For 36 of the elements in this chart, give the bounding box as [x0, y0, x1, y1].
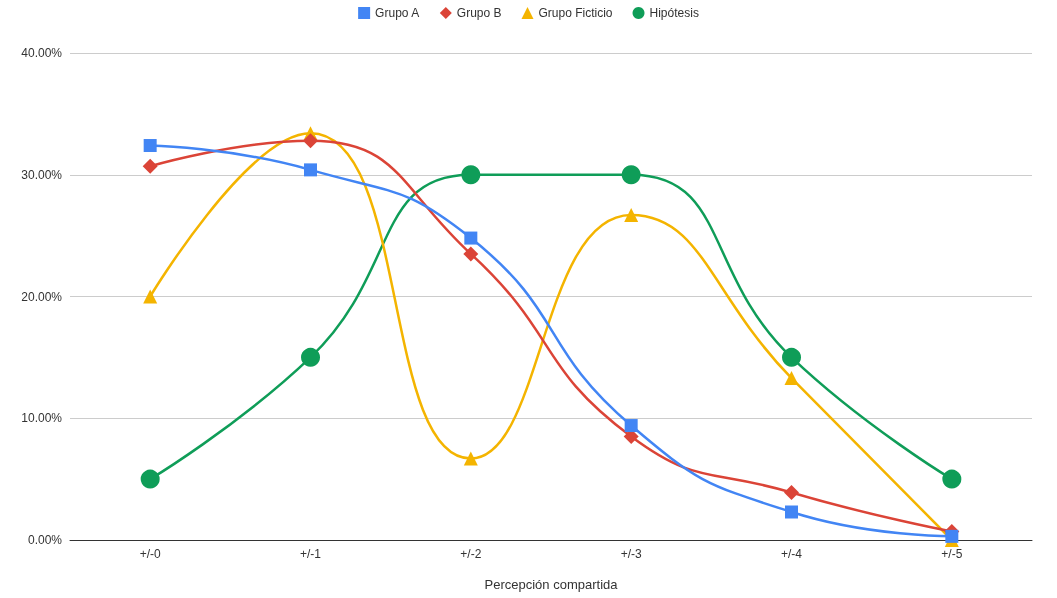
y-tick-label: 0.00% — [27, 533, 63, 547]
point — [782, 347, 801, 367]
x-tick-label: +/-2 — [460, 547, 482, 561]
x-tick-label: +/-5 — [941, 547, 963, 561]
legend-label: Grupo A — [375, 6, 420, 20]
point — [461, 165, 481, 185]
point — [624, 207, 639, 222]
legend-label: Hipótesis — [649, 6, 699, 20]
point — [785, 505, 798, 519]
legend-label: Grupo B — [456, 6, 502, 20]
x-tick-label: +/-0 — [139, 547, 161, 561]
x-tick-label: +/-1 — [299, 547, 322, 561]
point — [463, 246, 479, 262]
point — [784, 485, 799, 501]
point — [464, 231, 478, 245]
y-tick-label: 10.00% — [21, 411, 63, 426]
point — [143, 139, 157, 153]
point — [143, 289, 158, 304]
x-tick-label: +/-4 — [780, 547, 803, 561]
x-axis-title: Percepción compartida — [484, 577, 619, 592]
point — [621, 165, 641, 185]
point — [140, 469, 160, 489]
y-tick-label: 30.00% — [21, 167, 63, 182]
point — [303, 133, 318, 149]
point — [142, 158, 158, 174]
legend-label: Grupo Ficticio — [538, 6, 613, 20]
point — [301, 347, 320, 367]
point — [945, 529, 959, 543]
point — [942, 469, 962, 489]
point — [624, 419, 638, 433]
x-tick-label: +/-3 — [620, 547, 642, 561]
y-tick-label: 20.00% — [21, 289, 63, 304]
y-tick-label: 40.00% — [21, 46, 63, 60]
point — [304, 163, 317, 177]
point — [463, 451, 478, 466]
point — [784, 371, 799, 386]
